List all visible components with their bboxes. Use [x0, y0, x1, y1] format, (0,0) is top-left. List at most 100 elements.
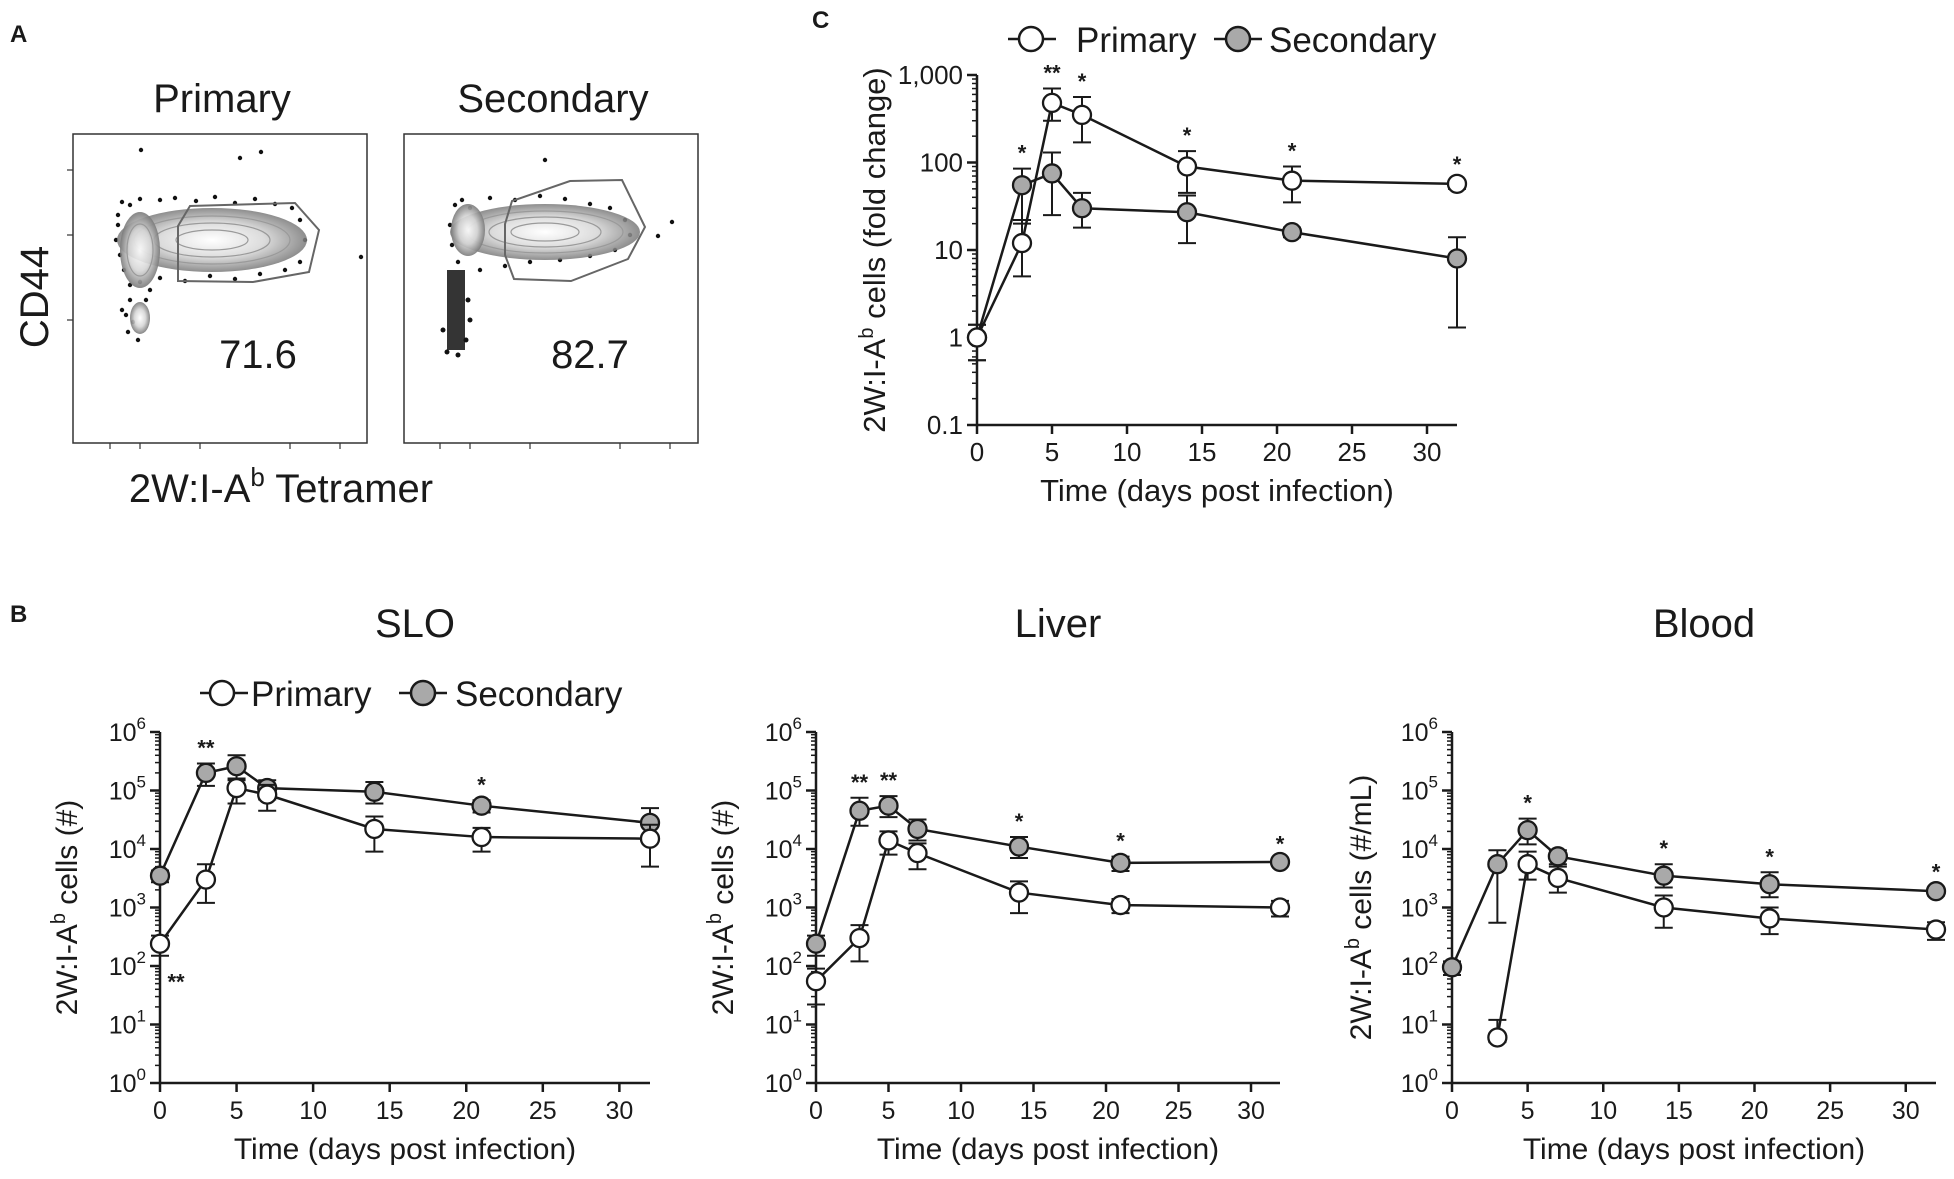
legend-primary-label: Primary — [1076, 21, 1197, 60]
data-point-primary — [1281, 170, 1303, 191]
y-tick-label: 100 — [1401, 1065, 1438, 1098]
data-point-secondary — [195, 762, 217, 784]
x-tick-label: 25 — [1165, 1097, 1193, 1125]
x-tick-label: 20 — [452, 1097, 480, 1125]
data-point-primary — [471, 826, 492, 848]
x-tick-label: 10 — [1589, 1097, 1617, 1125]
y-tick-label: 101 — [765, 1007, 802, 1040]
data-point-secondary — [1925, 881, 1947, 902]
x-tick-label: 0 — [809, 1097, 823, 1125]
x-axis-label: Time (days post infection) — [877, 1133, 1219, 1166]
chart-title: Blood — [1653, 602, 1755, 646]
flow-secondary-percent: 82.7 — [551, 333, 629, 377]
data-point-primary — [849, 927, 870, 949]
data-point-secondary — [907, 818, 928, 840]
significance-marker: * — [1659, 836, 1668, 861]
significance-marker: ** — [1043, 61, 1061, 86]
x-tick-label: 5 — [230, 1097, 244, 1125]
y-tick-label: 106 — [765, 714, 802, 747]
y-tick-label: 104 — [109, 831, 146, 864]
x-tick-label: 25 — [1338, 437, 1367, 467]
legend-marker-primary — [208, 679, 236, 707]
x-tick-label: 30 — [605, 1097, 633, 1125]
data-point-primary — [966, 327, 988, 348]
flow-gate — [177, 201, 321, 284]
data-point-primary — [1008, 882, 1030, 903]
legend-slo: Primary Secondary — [200, 675, 623, 714]
x-axis-label: Time (days post infection) — [234, 1133, 576, 1166]
y-tick-label: 102 — [1401, 948, 1438, 981]
data-point-primary — [1011, 232, 1033, 254]
panel-a: A Primary Secondary CD44 — [10, 21, 699, 511]
x-axis-label: Time (days post infection) — [1040, 473, 1394, 508]
y-axis-label: 2W:I-Ab cells (#/mL) — [1342, 775, 1378, 1041]
y-tick-label: 106 — [1401, 714, 1438, 747]
y-tick-label: 103 — [109, 890, 146, 923]
data-point-primary — [1547, 867, 1569, 889]
data-point-secondary — [878, 795, 899, 816]
series-line-primary — [1496, 862, 1937, 1038]
data-point-primary — [805, 971, 827, 992]
data-point-secondary — [471, 795, 492, 816]
data-point-primary — [1176, 156, 1198, 177]
y-tick-label: 104 — [1401, 831, 1438, 864]
error-bar — [1043, 151, 1061, 217]
legend-secondary-label: Secondary — [455, 675, 623, 714]
data-point-secondary — [1008, 836, 1030, 857]
flow-primary-title: Primary — [153, 77, 291, 121]
y-axis-label: 2W:I-Ab cells (fold change) — [856, 67, 892, 432]
significance-marker: * — [1116, 829, 1125, 854]
x-tick-label: 15 — [1188, 437, 1217, 467]
data-point-primary — [1041, 92, 1063, 114]
flow-axis-ticks — [439, 443, 671, 449]
data-point-primary — [1759, 908, 1780, 929]
panel-c-label: C — [812, 7, 829, 34]
data-point-secondary — [1281, 221, 1303, 243]
flow-plot-frame — [403, 133, 699, 444]
data-point-secondary — [1269, 851, 1291, 873]
data-point-primary — [195, 869, 217, 890]
significance-marker: ** — [851, 770, 869, 795]
x-tick-label: 10 — [299, 1097, 327, 1125]
legend-secondary-label: Secondary — [1269, 21, 1437, 60]
x-tick-label: 0 — [153, 1097, 167, 1125]
y-tick-label: 100 — [920, 148, 963, 178]
data-point-secondary — [849, 800, 870, 821]
significance-marker: ** — [167, 970, 185, 995]
significance-marker: * — [1932, 859, 1941, 884]
y-axis-label: 2W:I-Ab cells (#) — [704, 800, 740, 1016]
flow-plot-secondary: 82.7 — [403, 133, 699, 449]
x-tick-label: 30 — [1892, 1097, 1920, 1125]
data-point-secondary — [1759, 874, 1780, 895]
x-tick-label: 25 — [1816, 1097, 1844, 1125]
y-tick-label: 106 — [109, 714, 146, 747]
data-point-secondary — [1071, 198, 1093, 219]
y-tick-label: 105 — [1401, 773, 1438, 806]
flow-contours — [450, 204, 640, 260]
data-point-primary — [639, 828, 661, 849]
x-tick-label: 5 — [882, 1097, 896, 1125]
y-tick-label: 10 — [934, 235, 963, 265]
legend-c: Primary Secondary — [1008, 21, 1437, 60]
chart-blood: Blood 0 5 10 15 20 25 30 100 101 102 103 104 105 106 Ti… — [1342, 602, 1947, 1166]
flow-y-axis-label: CD44 — [13, 246, 57, 348]
x-tick-label: 0 — [1445, 1097, 1459, 1125]
significance-marker: * — [1765, 844, 1774, 869]
legend-marker-primary — [1017, 25, 1045, 53]
data-point-primary — [257, 784, 278, 805]
data-point-primary — [1487, 1027, 1508, 1048]
data-point-secondary — [1176, 202, 1198, 223]
flow-primary-percent: 71.6 — [219, 333, 297, 377]
x-tick-label: 5 — [1045, 437, 1059, 467]
chart-title: SLO — [375, 602, 455, 646]
data-point-primary — [1269, 897, 1291, 918]
chart-title: Liver — [1015, 602, 1102, 646]
y-tick-label: 102 — [109, 948, 146, 981]
flow-scatter-dots — [113, 147, 364, 343]
significance-marker: ** — [197, 735, 215, 760]
x-tick-label: 5 — [1521, 1097, 1535, 1125]
data-point-secondary — [1547, 846, 1569, 867]
y-tick-label: 100 — [109, 1065, 146, 1098]
series-line-secondary — [975, 171, 1458, 338]
